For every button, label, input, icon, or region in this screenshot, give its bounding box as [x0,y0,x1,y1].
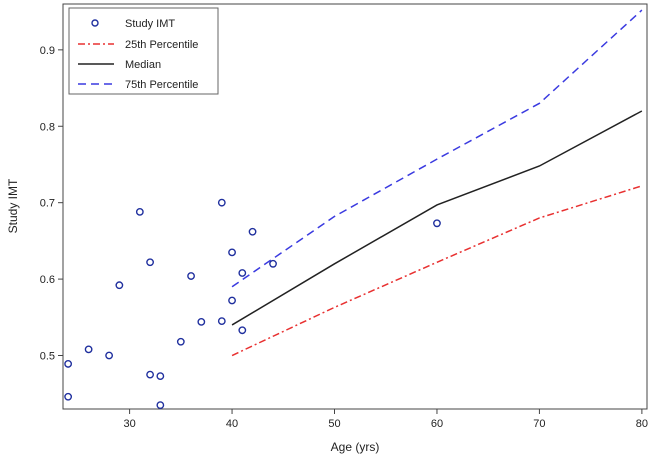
scatter-point [146,258,154,267]
scatter-point [156,372,165,381]
legend-label-median: Median [125,59,161,71]
y-tick-label: 0.9 [40,45,55,57]
y-axis: 0.5 0.6 0.7 0.8 0.9 [40,45,63,363]
series-line-75th-percentile [231,9,643,288]
scatter-point [217,198,226,207]
x-tick-label: 40 [226,418,238,430]
legend-label-study-imt: Study IMT [125,18,175,30]
y-tick-label: 0.7 [40,198,55,210]
scatter-point [228,296,236,305]
scatter-point [238,269,247,277]
x-tick-label: 50 [328,418,340,430]
scatter-point [64,360,73,368]
x-axis-title: Age (yrs) [331,440,380,454]
x-axis: 30 40 50 60 70 80 [123,409,648,430]
x-tick-label: 80 [636,418,648,430]
series-line-25th-percentile [231,185,643,357]
x-tick-label: 60 [431,418,443,430]
y-tick-label: 0.6 [40,274,55,286]
series-line-median [231,110,643,326]
scatter-point [217,317,226,326]
legend: Study IMT 25th Percentile Median 75th Pe… [68,7,219,95]
x-tick-label: 30 [123,418,135,430]
scatter-point [238,326,247,335]
scatter-point [228,248,236,257]
legend-label-25th: 25th Percentile [125,39,198,51]
scatter-point [115,281,124,290]
scatter-point [84,345,93,354]
scatter-point [64,392,73,401]
scatter-point [187,272,195,280]
scatter-point [146,370,154,379]
y-tick-label: 0.5 [40,351,55,363]
scatter-point [176,337,185,346]
scatter-point [248,227,257,236]
legend-marker-study-imt [91,19,99,27]
legend-label-75th: 75th Percentile [125,79,198,91]
percentile-lines [231,9,643,357]
scatter-point [433,219,441,228]
plot-frame [62,3,648,410]
legend-box [68,7,219,95]
scatter-point [135,207,144,216]
scatter-points [64,198,441,410]
y-tick-label: 0.8 [40,121,55,133]
x-tick-label: 70 [533,418,545,430]
scatter-point [269,259,277,268]
y-axis-title: Study IMT [6,178,20,233]
scatter-point [156,401,165,410]
scatter-point [105,351,114,360]
scatter-point [197,317,206,326]
